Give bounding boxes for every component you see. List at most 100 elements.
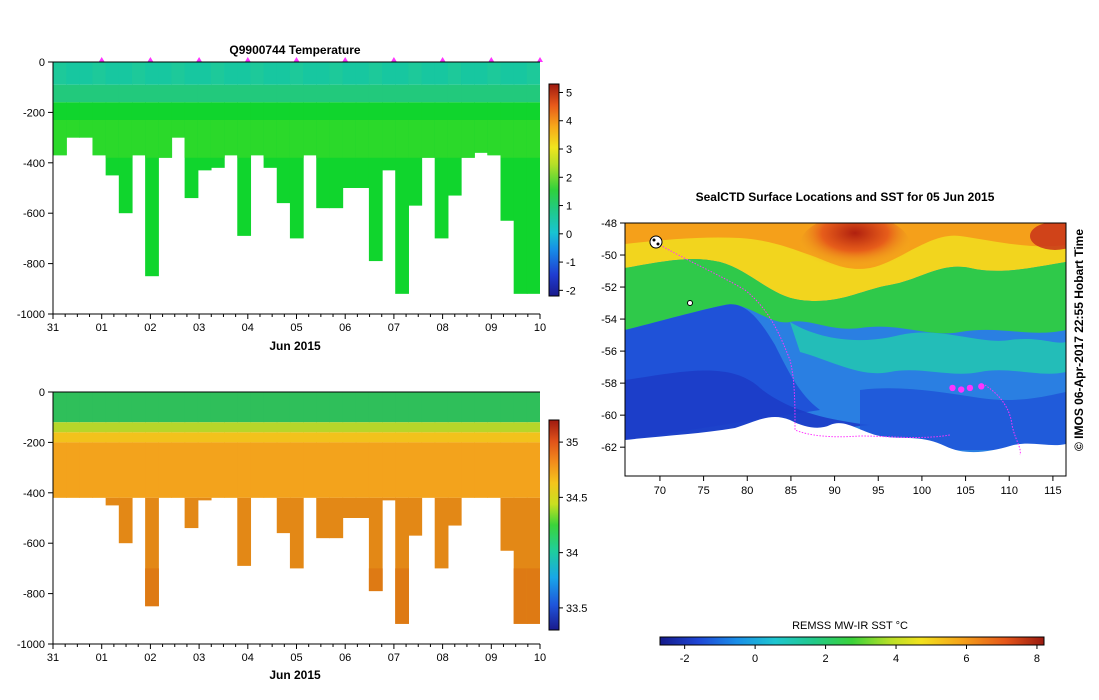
x-tick-label: 01 [96, 322, 108, 334]
profile-column [145, 62, 159, 277]
profile-column [131, 392, 146, 498]
profile-column [210, 392, 225, 498]
profile-column [382, 62, 396, 171]
map-y-tick-label: -58 [601, 378, 617, 390]
map-x-tick-label: 75 [697, 485, 709, 497]
x-tick-label: 02 [144, 652, 156, 664]
x-tick-label: 05 [290, 322, 302, 334]
track-point [958, 386, 965, 393]
profile-column [131, 62, 146, 156]
profile-column [224, 62, 238, 156]
profile-column [316, 62, 331, 209]
seal-track-points [949, 383, 985, 393]
profile-marker [342, 57, 349, 62]
sst-colorbar-label: REMSS MW-IR SST °C [792, 620, 908, 632]
y-tick-label: -400 [23, 158, 45, 170]
profile-column [513, 62, 528, 294]
profile-column [408, 392, 423, 536]
profile-column [500, 392, 515, 551]
profile-column [171, 392, 186, 498]
profile-marker [147, 57, 154, 62]
profile-column [342, 62, 357, 188]
x-tick-label: 31 [47, 322, 59, 334]
map-y-tick-label: -48 [601, 218, 617, 230]
profile-column [434, 62, 449, 239]
profile-column [500, 62, 515, 221]
map-y-tick-label: -62 [601, 442, 617, 454]
profile-column [408, 62, 423, 206]
colorbar-tick-label: 5 [566, 87, 572, 99]
x-tick-label: 10 [534, 322, 546, 334]
map-x-tick-label: 80 [741, 485, 753, 497]
y-tick-label: -1000 [17, 309, 45, 321]
temperature-title: Q9900744 Temperature [229, 43, 361, 57]
y-tick-label: -800 [23, 259, 45, 271]
profile-column [145, 392, 159, 607]
profile-column [53, 62, 67, 156]
profile-marker [293, 57, 300, 62]
profile-column [316, 392, 331, 539]
profile-column [461, 392, 475, 498]
track-point [949, 384, 956, 392]
colorbar-tick-label: 34 [566, 548, 578, 560]
profile-column [513, 392, 528, 624]
profile-column [79, 392, 94, 498]
profile-column [263, 392, 278, 498]
sst-colorbar [659, 636, 1045, 646]
salinity-heatmap [53, 392, 540, 624]
map-x-tick-label: 70 [654, 485, 666, 497]
x-tick-label: 03 [193, 322, 205, 334]
profile-column [355, 392, 370, 518]
profile-marker [244, 57, 251, 62]
sst-map-panel: SealCTD Surface Locations and SST for 05… [601, 190, 1086, 665]
y-tick-label: -400 [23, 488, 45, 500]
profile-column [118, 62, 133, 214]
y-tick-label: 0 [39, 387, 45, 399]
colorbar-tick-label: -2 [566, 285, 576, 297]
temperature-panel: Q9900744 Temperature 0 -200 -400 -600 -800 -1… [17, 43, 576, 353]
profile-column [66, 392, 80, 498]
x-tick-label: 03 [193, 652, 205, 664]
profile-column [66, 62, 80, 138]
y-tick-label: -200 [23, 437, 45, 449]
profile-column [53, 392, 67, 498]
colorbar-tick-label: 4 [566, 116, 572, 128]
temperature-colorbar [548, 83, 560, 297]
profile-column [421, 392, 436, 498]
colorbar-tick-label: 34.5 [566, 492, 587, 504]
profile-column [474, 62, 488, 153]
temperature-colorbar-ticks: 5 4 3 2 1 0 -1 -2 [559, 87, 576, 297]
sst-field [625, 223, 1066, 476]
profile-column [237, 392, 252, 566]
sst-colorbar-tick-label: -2 [680, 653, 690, 665]
profile-column [184, 62, 199, 199]
profile-column [395, 392, 409, 624]
profile-column [224, 392, 238, 498]
sst-map-title: SealCTD Surface Locations and SST for 05… [696, 190, 995, 204]
x-tick-label: 08 [436, 652, 448, 664]
profile-column [105, 62, 120, 176]
profile-column [158, 62, 173, 158]
profile-column [105, 392, 120, 506]
profile-column [289, 392, 304, 569]
profile-column [368, 62, 383, 262]
x-tick-label: 05 [290, 652, 302, 664]
profile-marker [488, 57, 495, 62]
profile-column [526, 62, 540, 294]
sst-colorbar-tick-label: 6 [963, 653, 969, 665]
x-tick-label: 04 [242, 322, 254, 334]
x-tick-label: 02 [144, 322, 156, 334]
x-tick-label: 07 [388, 322, 400, 334]
map-x-tick-label: 85 [785, 485, 797, 497]
colorbar-tick-label: 3 [566, 144, 572, 156]
salinity-xlabel: Jun 2015 [269, 668, 321, 682]
profile-column [329, 62, 344, 209]
profile-column [487, 392, 502, 498]
profile-marker [98, 57, 105, 62]
sst-colorbar-ticks: -2 0 2 4 6 8 [680, 645, 1040, 665]
profile-column [210, 62, 225, 168]
profile-markers [98, 57, 543, 62]
